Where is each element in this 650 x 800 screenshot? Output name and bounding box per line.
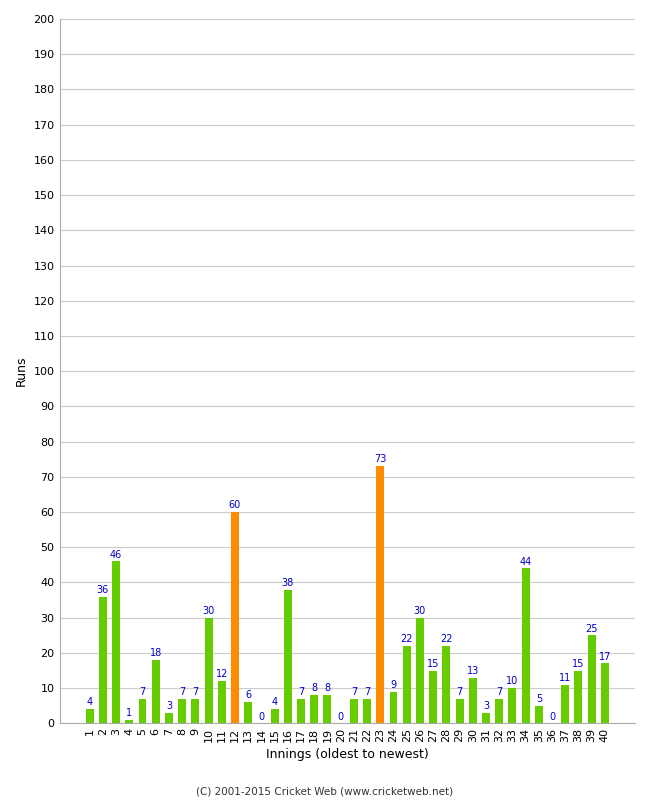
Bar: [151, 660, 160, 723]
Text: 25: 25: [586, 623, 598, 634]
Bar: [469, 678, 476, 723]
Bar: [389, 692, 397, 723]
Bar: [535, 706, 543, 723]
Bar: [297, 698, 305, 723]
Text: 7: 7: [496, 687, 502, 697]
Text: 6: 6: [245, 690, 252, 701]
Bar: [218, 681, 226, 723]
Text: 46: 46: [110, 550, 122, 559]
Text: 12: 12: [216, 670, 228, 679]
Text: 4: 4: [86, 698, 93, 707]
Bar: [588, 635, 595, 723]
Bar: [443, 646, 450, 723]
Bar: [416, 618, 424, 723]
Bar: [376, 466, 384, 723]
Bar: [350, 698, 358, 723]
Text: 0: 0: [549, 711, 555, 722]
Text: 44: 44: [519, 557, 532, 566]
Bar: [575, 670, 582, 723]
Bar: [429, 670, 437, 723]
Text: 7: 7: [192, 687, 198, 697]
Bar: [324, 695, 332, 723]
Text: 7: 7: [351, 687, 357, 697]
Text: 30: 30: [202, 606, 215, 616]
Bar: [231, 512, 239, 723]
Y-axis label: Runs: Runs: [15, 356, 28, 386]
Text: 15: 15: [572, 658, 584, 669]
Bar: [99, 597, 107, 723]
Bar: [284, 590, 292, 723]
Text: 36: 36: [97, 585, 109, 594]
Text: (C) 2001-2015 Cricket Web (www.cricketweb.net): (C) 2001-2015 Cricket Web (www.cricketwe…: [196, 786, 454, 796]
Text: 7: 7: [298, 687, 304, 697]
Text: 4: 4: [272, 698, 278, 707]
Bar: [270, 710, 279, 723]
X-axis label: Innings (oldest to newest): Innings (oldest to newest): [266, 748, 428, 761]
Bar: [456, 698, 463, 723]
Bar: [138, 698, 146, 723]
Text: 17: 17: [599, 652, 611, 662]
Text: 18: 18: [150, 648, 162, 658]
Bar: [495, 698, 503, 723]
Text: 30: 30: [414, 606, 426, 616]
Text: 9: 9: [391, 680, 396, 690]
Bar: [178, 698, 186, 723]
Bar: [165, 713, 173, 723]
Text: 60: 60: [229, 500, 241, 510]
Text: 8: 8: [324, 683, 330, 694]
Text: 38: 38: [281, 578, 294, 588]
Text: 13: 13: [467, 666, 479, 676]
Text: 7: 7: [364, 687, 370, 697]
Text: 22: 22: [400, 634, 413, 644]
Text: 7: 7: [139, 687, 146, 697]
Text: 3: 3: [483, 701, 489, 711]
Bar: [205, 618, 213, 723]
Bar: [562, 685, 569, 723]
Bar: [482, 713, 490, 723]
Text: 22: 22: [440, 634, 452, 644]
Text: 7: 7: [456, 687, 463, 697]
Bar: [403, 646, 411, 723]
Bar: [522, 568, 530, 723]
Text: 8: 8: [311, 683, 317, 694]
Text: 1: 1: [126, 708, 133, 718]
Bar: [112, 562, 120, 723]
Text: 7: 7: [179, 687, 185, 697]
Bar: [125, 720, 133, 723]
Bar: [601, 663, 609, 723]
Text: 11: 11: [559, 673, 571, 683]
Bar: [86, 710, 94, 723]
Text: 15: 15: [427, 658, 439, 669]
Bar: [310, 695, 318, 723]
Text: 10: 10: [506, 676, 519, 686]
Text: 0: 0: [337, 711, 344, 722]
Text: 0: 0: [258, 711, 265, 722]
Bar: [191, 698, 200, 723]
Bar: [363, 698, 371, 723]
Bar: [244, 702, 252, 723]
Bar: [508, 688, 516, 723]
Text: 3: 3: [166, 701, 172, 711]
Text: 73: 73: [374, 454, 387, 465]
Text: 5: 5: [536, 694, 542, 704]
